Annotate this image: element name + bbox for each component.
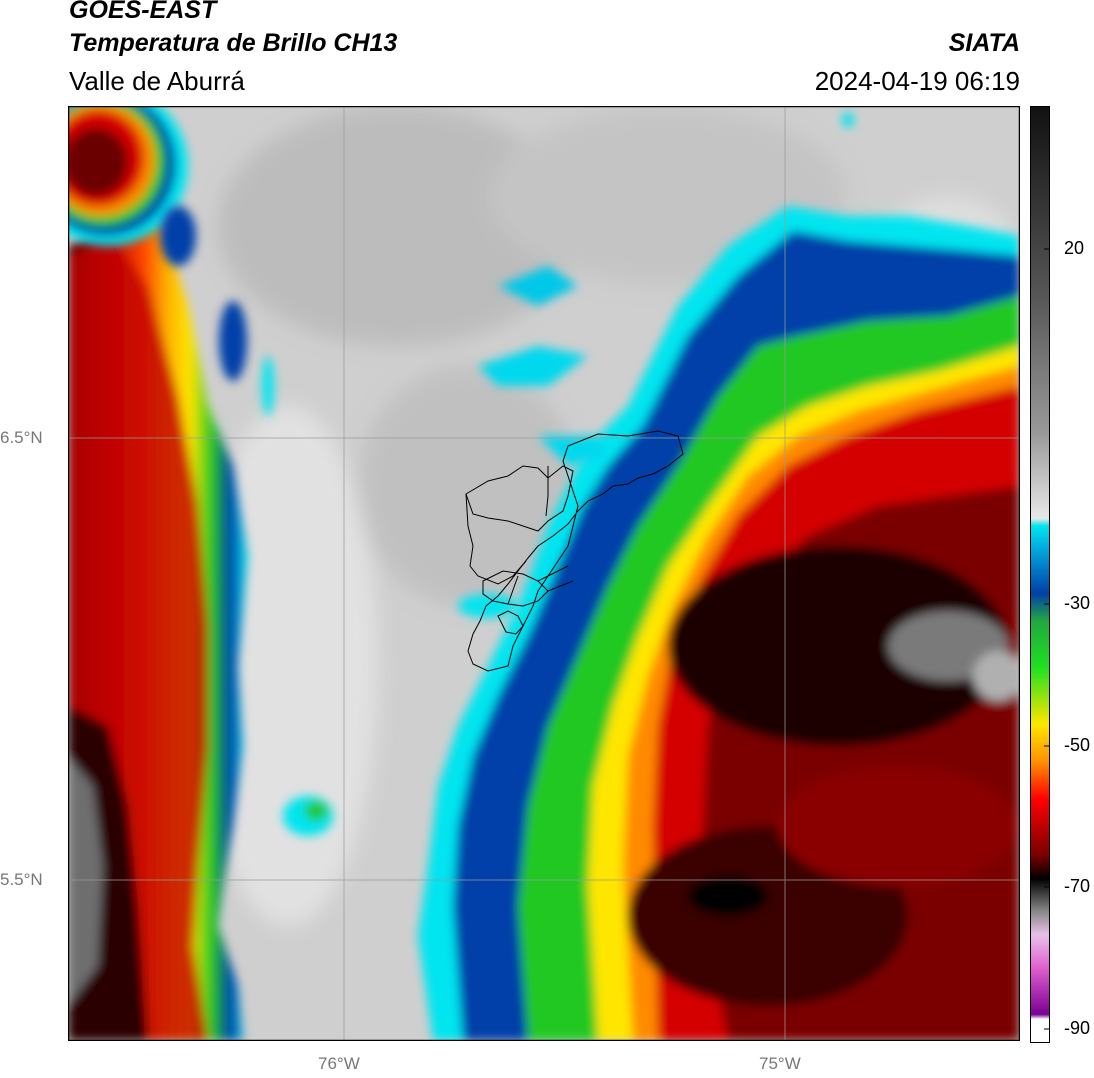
- colorbar-label-minus70: -70: [1064, 876, 1091, 896]
- eastern-convective-system: [418, 206, 1020, 1041]
- colorbar-label-20: 20: [1064, 238, 1085, 258]
- timestamp-label: 2024-04-19 06:19: [814, 66, 1020, 96]
- product-title: Temperatura de Brillo CH13: [69, 29, 398, 57]
- region-label: Valle de Aburrá: [69, 66, 245, 96]
- colorbar-label-minus90: -90: [1064, 1018, 1091, 1038]
- lat-label-6-5: 6.5°N: [0, 428, 43, 447]
- colorbar: [1030, 106, 1050, 1043]
- brightness-temperature-map: [68, 106, 1020, 1041]
- colorbar-scale: [1030, 106, 1050, 1043]
- lon-label-76: 76°W: [318, 1054, 360, 1073]
- cloud-edge-fragments: [160, 112, 854, 836]
- colorbar-ticks: [1044, 248, 1050, 1030]
- organization-label: SIATA: [948, 29, 1020, 57]
- municipality-boundaries: [465, 430, 684, 672]
- northwest-cloud-cell: [68, 106, 188, 246]
- lon-label-75: 75°W: [759, 1054, 801, 1073]
- colorbar-label-minus50: -50: [1064, 735, 1091, 755]
- satellite-title: GOES-EAST: [69, 0, 217, 24]
- western-cloud-band: [68, 216, 248, 1041]
- graticule: [68, 106, 1020, 1041]
- colorbar-label-minus30: -30: [1064, 593, 1091, 613]
- lat-label-5-5: 5.5°N: [0, 870, 43, 889]
